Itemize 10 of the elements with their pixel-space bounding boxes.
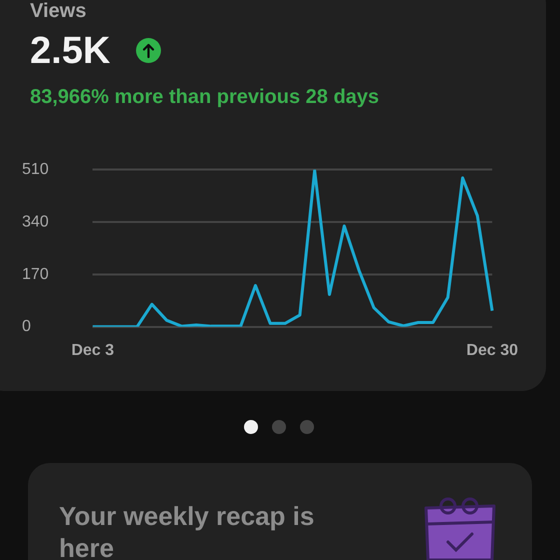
x-tick-label: Dec 3	[71, 342, 114, 359]
x-tick-label: Dec 30	[466, 342, 518, 359]
text: Your weekly recap is here	[59, 500, 316, 560]
y-tick-label: 0	[22, 318, 31, 336]
chart-subtitle: 2.5K	[30, 30, 110, 73]
y-tick-label: 170	[22, 266, 49, 283]
y-tick-label: 510	[22, 161, 49, 178]
text: 83,966% more than previous 28 days	[30, 86, 380, 109]
y-tick-label: 340	[22, 213, 49, 230]
chart-title: Views	[30, 0, 86, 23]
